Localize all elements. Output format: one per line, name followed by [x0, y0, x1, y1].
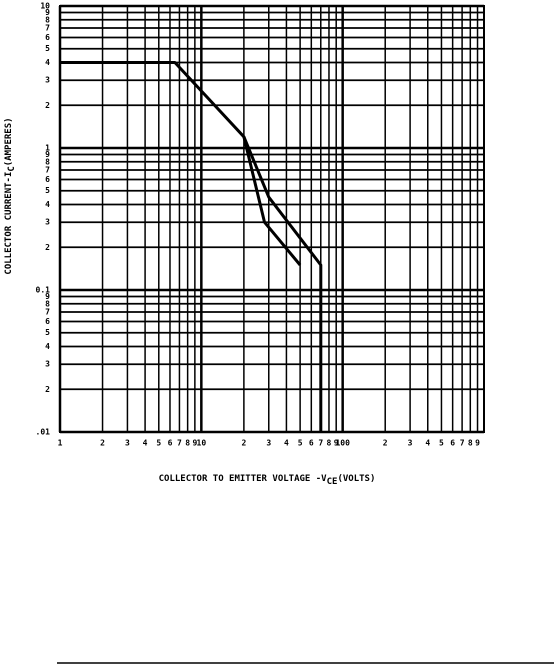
- y-tick-label: .01: [36, 428, 51, 437]
- y-tick-label: 8: [45, 15, 50, 24]
- y-tick-label: 7: [45, 23, 50, 32]
- x-tick-label: 5: [156, 439, 161, 448]
- y-tick-label: 2: [45, 385, 50, 394]
- y-tick-label: 6: [45, 33, 50, 42]
- y-tick-label: 4: [45, 342, 50, 351]
- x-tick-label: 2: [241, 439, 246, 448]
- x-tick-label: 2: [383, 439, 388, 448]
- y-tick-label: 6: [45, 317, 50, 326]
- x-axis-label: COLLECTOR TO EMITTER VOLTAGE -VCE(VOLTS): [159, 474, 376, 487]
- y-tick-label: 0.1: [36, 286, 51, 295]
- y-tick-label: 8: [45, 299, 50, 308]
- x-tick-label: 7: [460, 439, 465, 448]
- x-tick-label: 6: [168, 439, 173, 448]
- y-tick-label: 3: [45, 218, 50, 227]
- y-tick-label: 6: [45, 175, 50, 184]
- x-tick-label: 5: [298, 439, 303, 448]
- y-label-main: COLLECTOR CURRENT-I: [4, 172, 14, 275]
- x-tick-label: 10: [197, 439, 207, 448]
- y-tick-label: 5: [45, 44, 50, 53]
- x-tick-label: 4: [425, 439, 430, 448]
- y-tick-label: 9: [45, 150, 50, 159]
- x-tick-label: 7: [318, 439, 323, 448]
- y-axis-label: COLLECTOR CURRENT-IC(AMPERES): [4, 117, 17, 274]
- y-tick-label: 10: [40, 2, 50, 11]
- x-tick-label: 9: [334, 439, 339, 448]
- x-tick-label: 8: [327, 439, 332, 448]
- x-tick-label: 2: [100, 439, 105, 448]
- y-tick-label: 1: [45, 144, 50, 153]
- curve: [242, 136, 323, 432]
- y-label-sub: C: [7, 166, 17, 171]
- y-tick-label: 7: [45, 165, 50, 174]
- y-tick-label: 4: [45, 200, 50, 209]
- y-tick-label: 5: [45, 186, 50, 195]
- y-label-end: (AMPERES): [4, 117, 14, 166]
- y-tick-label: 5: [45, 328, 50, 337]
- x-tick-label: 6: [450, 439, 455, 448]
- x-tick-label: 9: [192, 439, 197, 448]
- x-tick-label: 3: [408, 439, 413, 448]
- y-tick-label: 3: [45, 76, 50, 85]
- y-tick-label: 3: [45, 360, 50, 369]
- x-label-end: (VOLTS): [337, 474, 375, 484]
- y-tick-label: 8: [45, 157, 50, 166]
- y-tick-label: 2: [45, 101, 50, 110]
- x-tick-label: 1: [58, 439, 63, 448]
- x-tick-label: 3: [125, 439, 130, 448]
- x-tick-label: 4: [143, 439, 148, 448]
- x-tick-label: 3: [266, 439, 271, 448]
- y-tick-label: 9: [45, 292, 50, 301]
- x-tick-label: 8: [468, 439, 473, 448]
- x-tick-label: 5: [439, 439, 444, 448]
- y-tick-label: 7: [45, 307, 50, 316]
- x-tick-label: 9: [475, 439, 480, 448]
- x-label-sub: CE: [327, 477, 338, 487]
- x-tick-label: 6: [309, 439, 314, 448]
- x-tick-label: 100: [335, 439, 350, 448]
- x-tick-label: 4: [284, 439, 289, 448]
- y-tick-label: 2: [45, 243, 50, 252]
- y-tick-label: 9: [45, 8, 50, 17]
- x-tick-label: 7: [177, 439, 182, 448]
- x-tick-label: 8: [185, 439, 190, 448]
- x-label-main: COLLECTOR TO EMITTER VOLTAGE -V: [159, 474, 328, 484]
- y-tick-label: 4: [45, 58, 50, 67]
- plot-frame: [59, 5, 485, 433]
